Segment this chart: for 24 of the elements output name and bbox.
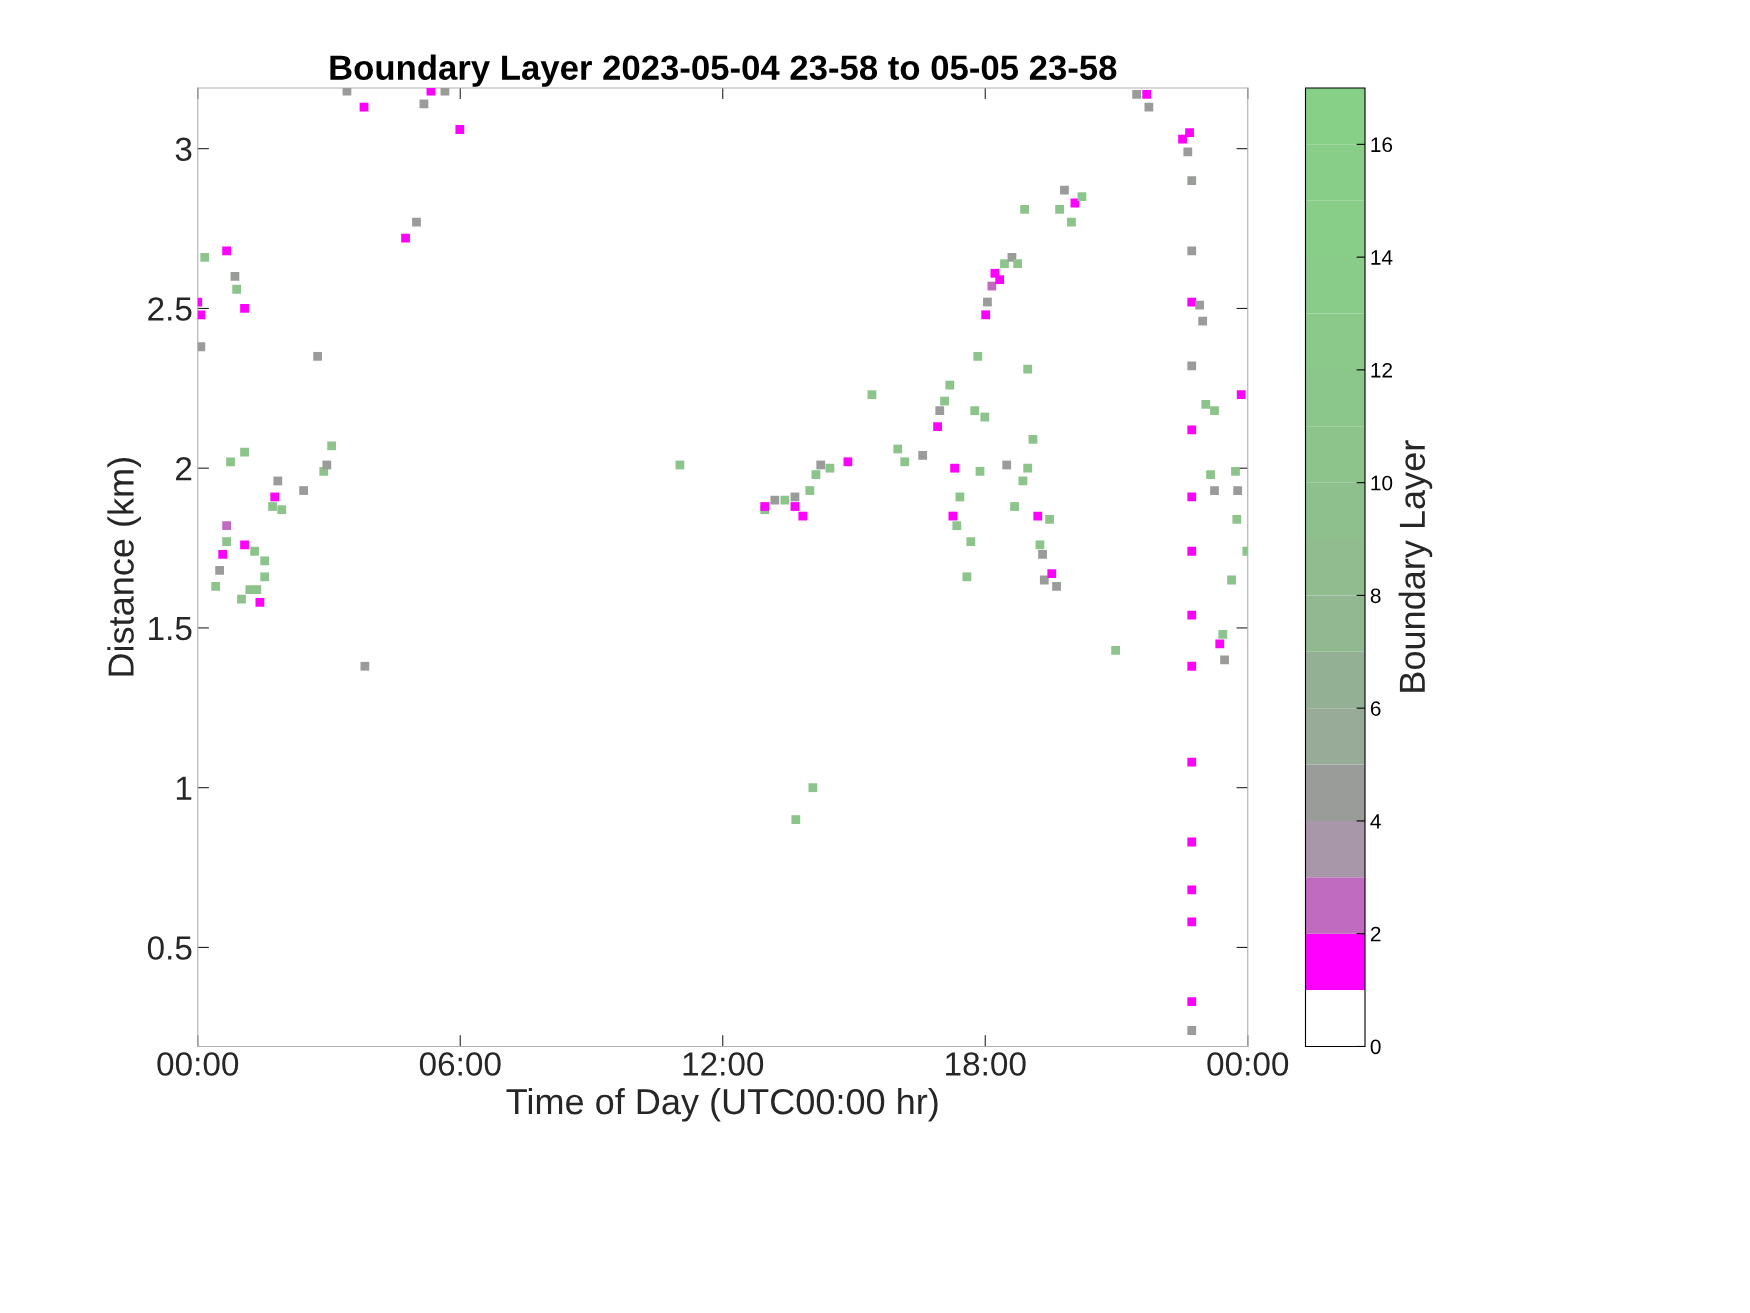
color-bar-label: 6 xyxy=(1370,701,1381,716)
y-tick-label: 2.5 xyxy=(148,297,192,321)
color-bar-label: 10 xyxy=(1371,475,1393,491)
color-bar-title: Boundary Layer xyxy=(1398,440,1433,692)
color-bar-label: 8 xyxy=(1370,588,1381,604)
x-tick-label: 00:00 xyxy=(1207,1052,1289,1076)
y-tick-label: 1.5 xyxy=(149,617,192,641)
x-tick-label: 00:00 xyxy=(157,1052,239,1076)
chart-title: Boundary Layer 2023-05-04 23-58 to 05-05 23-58 xyxy=(330,54,1117,87)
y-tick-label: 1 xyxy=(176,776,192,800)
x-tick-label: 12:00 xyxy=(683,1052,764,1076)
x-tick-label: 18:00 xyxy=(946,1052,1026,1076)
color-bar-label: 2 xyxy=(1370,926,1381,942)
color-bar-label: 14 xyxy=(1371,250,1393,265)
color-bar-label: 16 xyxy=(1371,137,1393,153)
color-bar-label: 4 xyxy=(1370,814,1381,829)
color-bar-label: 0 xyxy=(1370,1039,1381,1055)
y-axis-title: Distance (km) xyxy=(107,458,141,676)
y-tick-label: 3 xyxy=(175,137,192,162)
x-axis-title: Time of Day (UTC00:00 hr) xyxy=(506,1087,938,1122)
x-tick-label: 06:00 xyxy=(419,1052,501,1076)
y-tick-label: 2 xyxy=(176,456,192,481)
color-bar-label: 12 xyxy=(1371,362,1392,378)
y-tick-label: 0.5 xyxy=(147,936,192,960)
